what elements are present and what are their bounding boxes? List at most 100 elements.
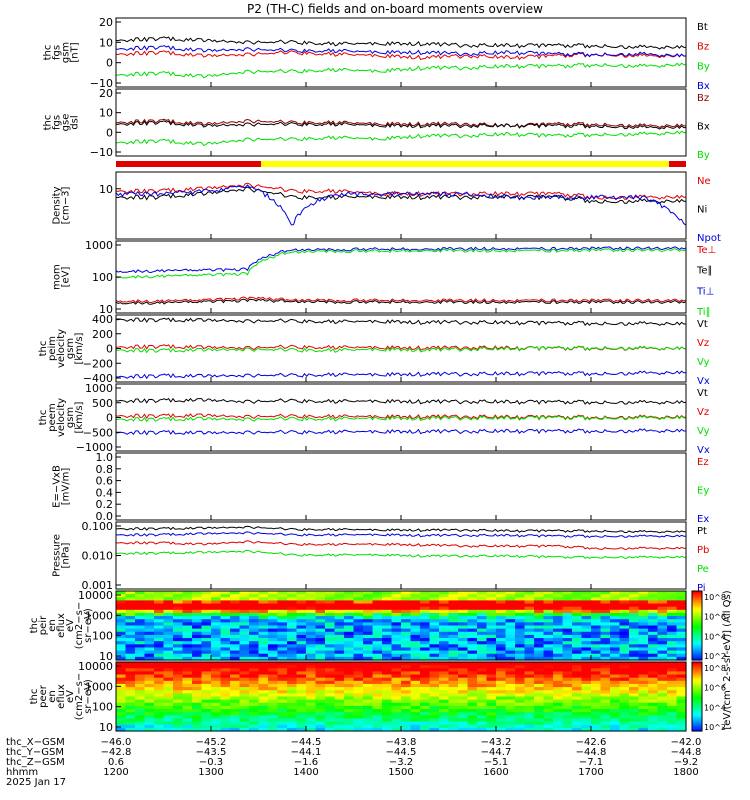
spectrogram-cell xyxy=(610,619,621,623)
spectrogram-cell xyxy=(154,591,165,595)
spectrogram-cell xyxy=(116,712,127,716)
spectrogram-cell xyxy=(230,662,241,666)
spectrogram-cell xyxy=(591,724,602,729)
colorbar-tick-label: 10^2 xyxy=(704,652,726,661)
spectrogram-cell xyxy=(600,650,611,655)
spectrogram-cell xyxy=(562,656,573,661)
y-axis-label: (cm2−s− xyxy=(74,673,85,720)
spectrogram-cell xyxy=(676,591,687,595)
spectrogram-cell xyxy=(334,727,345,732)
spectrogram-cell xyxy=(401,671,412,676)
spectrogram-cell xyxy=(676,727,687,732)
spectrogram-cell xyxy=(363,625,374,630)
spectrogram-cell xyxy=(353,702,364,707)
spectrogram-cell xyxy=(553,709,564,713)
spectrogram-cell xyxy=(144,690,155,694)
spectrogram-cell xyxy=(154,718,165,723)
spectrogram-cell xyxy=(420,650,431,655)
spectrogram-cell xyxy=(467,600,478,605)
spectrogram-cell xyxy=(610,647,621,652)
spectrogram-cell xyxy=(144,718,155,723)
spectrogram-cell xyxy=(401,715,412,720)
spectrogram-cell xyxy=(154,693,165,698)
spectrogram-cell xyxy=(439,653,450,658)
spectrogram-cell xyxy=(572,625,583,630)
x-axis-hhmm-label: hhmm xyxy=(6,767,38,778)
spectrogram-cell xyxy=(325,724,336,729)
spectrogram-cell xyxy=(619,609,630,614)
spectrogram-cell xyxy=(458,631,469,636)
x-axis-value: −43.8 xyxy=(386,737,417,748)
spectrogram-cell xyxy=(657,603,668,608)
spectrogram-cell xyxy=(619,634,630,639)
spectrogram-cell xyxy=(439,616,450,620)
spectrogram-cell xyxy=(344,705,355,710)
spectrogram-cell xyxy=(553,677,564,682)
spectrogram-cell xyxy=(638,650,649,655)
spectrogram-cell xyxy=(116,674,127,679)
spectrogram-cell xyxy=(629,594,640,598)
spectrogram-cell xyxy=(334,634,345,639)
spectrogram-cell xyxy=(334,600,345,605)
spectrogram-cell xyxy=(610,591,621,595)
spectrogram-cell xyxy=(182,594,193,598)
spectrogram-cell xyxy=(439,606,450,611)
spectrogram-cell xyxy=(287,619,298,623)
spectrogram-cell xyxy=(277,641,288,645)
spectrogram-cell xyxy=(125,650,136,655)
spectrogram-cell xyxy=(382,612,393,617)
spectrogram-cell xyxy=(553,594,564,598)
spectrogram-cell xyxy=(296,705,307,710)
spectrogram-cell xyxy=(448,609,459,614)
colorbar-segment xyxy=(692,717,702,721)
x-axis-time-label: 1800 xyxy=(673,767,698,778)
spectrogram-cell xyxy=(277,668,288,673)
spectrogram-cell xyxy=(306,641,317,645)
spectrogram-cell xyxy=(515,597,526,602)
spectrogram-cell xyxy=(543,628,554,633)
spectrogram-cell xyxy=(619,631,630,636)
spectrogram-cell xyxy=(401,674,412,679)
spectrogram-cell xyxy=(648,616,659,620)
spectrogram-cell xyxy=(125,616,136,620)
y-tick-label: 0 xyxy=(106,343,113,356)
spectrogram-cell xyxy=(315,656,326,661)
spectrogram-cell xyxy=(638,674,649,679)
spectrogram-cell xyxy=(505,591,516,595)
spectrogram-cell xyxy=(467,727,478,732)
spectrogram-cell xyxy=(553,718,564,723)
spectrogram-cell xyxy=(268,597,279,602)
spectrogram-cell xyxy=(638,634,649,639)
spectrogram-cell xyxy=(553,622,564,627)
spectrogram-cell xyxy=(287,650,298,655)
spectrogram-cell xyxy=(144,715,155,720)
spectrogram-cell xyxy=(125,696,136,701)
spectrogram-cell xyxy=(648,699,659,704)
spectrogram-cell xyxy=(486,668,497,673)
spectrogram-cell xyxy=(306,622,317,627)
spectrogram-cell xyxy=(325,603,336,608)
spectrogram-cell xyxy=(591,683,602,688)
spectrogram-cell xyxy=(144,628,155,633)
spectrogram-cell xyxy=(277,647,288,652)
colorbar-segment xyxy=(692,643,702,647)
spectrogram-cell xyxy=(600,665,611,669)
spectrogram-cell xyxy=(296,622,307,627)
spectrogram-cell xyxy=(562,634,573,639)
spectrogram-cell xyxy=(515,638,526,642)
spectrogram-cell xyxy=(334,665,345,669)
spectrogram-cell xyxy=(467,671,478,676)
spectrogram-cell xyxy=(467,650,478,655)
spectrogram-cell xyxy=(363,712,374,716)
spectrogram-cell xyxy=(144,594,155,598)
spectrogram-cell xyxy=(467,609,478,614)
spectrogram-cell xyxy=(467,612,478,617)
spectrogram-cell xyxy=(306,644,317,649)
spectrogram-cell xyxy=(277,677,288,682)
spectrogram-cell xyxy=(372,665,383,669)
spectrogram-cell xyxy=(524,680,535,685)
spectrogram-cell xyxy=(239,674,250,679)
spectrogram-cell xyxy=(657,597,668,602)
spectrogram-cell xyxy=(572,671,583,676)
